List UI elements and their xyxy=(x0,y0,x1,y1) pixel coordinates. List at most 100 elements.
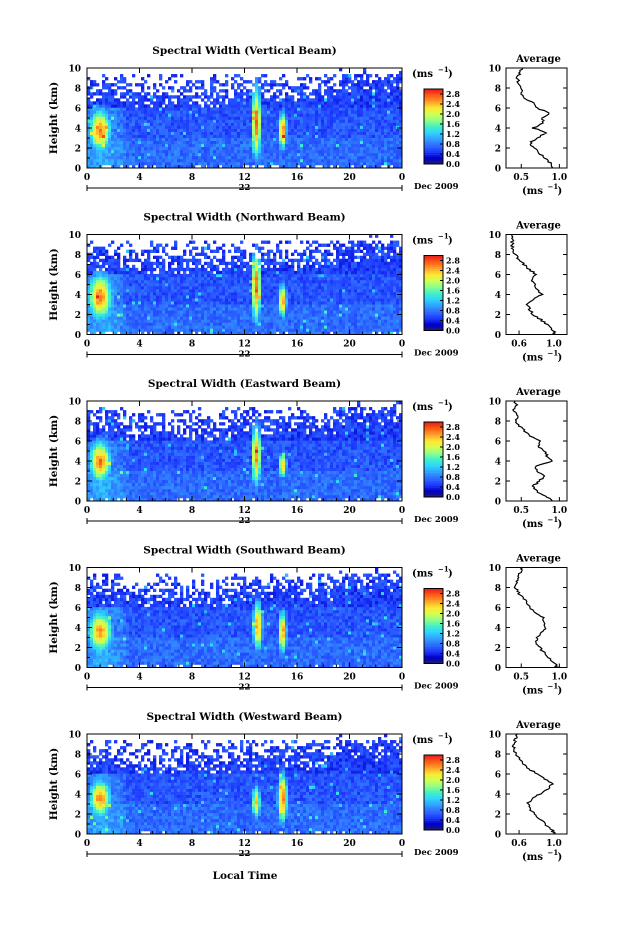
heatmap-cell xyxy=(231,243,235,247)
heatmap-cell xyxy=(390,143,394,148)
heatmap-cell xyxy=(183,128,187,132)
heatmap-cell xyxy=(267,252,271,257)
heatmap-cell xyxy=(270,276,274,281)
heatmap-cell xyxy=(237,155,241,160)
heatmap-cell xyxy=(117,128,121,132)
heatmap-cell xyxy=(183,137,187,142)
heatmap-cell xyxy=(267,155,271,160)
heatmap-cell xyxy=(279,295,283,299)
heatmap-cell xyxy=(240,77,244,81)
heatmap-cell xyxy=(162,267,166,272)
heatmap-cell xyxy=(171,119,175,123)
heatmap-cell xyxy=(321,119,325,123)
heatmap-cell xyxy=(219,110,223,114)
heatmap-cell xyxy=(318,282,322,287)
heatmap-cell xyxy=(159,122,163,126)
heatmap-cell xyxy=(372,98,376,102)
heatmap-cell xyxy=(111,140,115,145)
heatmap-cell xyxy=(99,325,103,329)
heatmap-cell xyxy=(195,301,199,305)
heatmap-cell xyxy=(210,298,214,302)
heatmap-cell xyxy=(186,328,190,332)
heatmap-cell xyxy=(87,158,91,163)
heatmap-cell xyxy=(300,155,304,160)
heatmap-cell xyxy=(237,331,241,335)
heatmap-cell xyxy=(213,289,217,293)
heatmap-cell xyxy=(99,101,103,105)
heatmap-cell xyxy=(123,161,127,166)
heatmap-cell xyxy=(93,258,97,263)
heatmap-cell xyxy=(279,310,283,314)
heatmap-cell xyxy=(354,104,358,108)
heatmap-cell xyxy=(369,95,373,99)
heatmap-cell xyxy=(366,110,370,114)
heatmap-cell xyxy=(291,134,295,138)
heatmap-cell xyxy=(177,295,181,299)
heatmap-cell xyxy=(228,270,232,275)
heatmap-cell xyxy=(174,325,178,329)
heatmap-cell xyxy=(276,328,280,332)
heatmap-cell xyxy=(390,134,394,138)
heatmap-cell xyxy=(150,101,154,105)
heatmap-cell xyxy=(129,152,133,157)
heatmap-cell xyxy=(267,304,271,308)
heatmap-cell xyxy=(114,155,118,160)
heatmap-cell xyxy=(105,161,109,166)
heatmap-cell xyxy=(228,307,232,311)
heatmap-cell xyxy=(123,279,127,284)
heatmap-cell xyxy=(195,295,199,299)
heatmap-cell xyxy=(219,131,223,135)
heatmap-cell xyxy=(279,116,283,120)
heatmap-cell xyxy=(387,104,391,108)
heatmap-cell xyxy=(105,313,109,317)
heatmap-cell xyxy=(369,164,373,169)
heatmap-cell xyxy=(246,152,250,157)
heatmap-cell xyxy=(249,134,253,138)
heatmap-cell xyxy=(207,261,211,266)
heatmap-cell xyxy=(267,255,271,260)
heatmap-cell xyxy=(315,319,319,323)
heatmap-cell xyxy=(111,131,115,135)
heatmap-cell xyxy=(102,273,106,278)
heatmap-cell xyxy=(303,301,307,305)
heatmap-cell xyxy=(279,125,283,129)
heatmap-cell xyxy=(93,282,97,287)
heatmap-cell xyxy=(210,304,214,308)
heatmap-cell xyxy=(168,292,172,296)
heatmap-cell xyxy=(315,282,319,287)
heatmap-cell xyxy=(237,246,241,250)
heatmap-cell xyxy=(243,158,247,163)
heatmap-cell xyxy=(201,267,205,272)
heatmap-cell xyxy=(108,143,112,148)
heatmap-cell xyxy=(231,270,235,275)
average-y-tick-label: 0 xyxy=(495,165,501,175)
heatmap-cell xyxy=(147,255,151,260)
heatmap-cell xyxy=(111,161,115,166)
heatmap-cell xyxy=(147,134,151,138)
heatmap-cell xyxy=(114,292,118,296)
heatmap-cell xyxy=(255,155,259,160)
heatmap-cell xyxy=(186,258,190,263)
heatmap-cell xyxy=(243,107,247,111)
heatmap-cell xyxy=(177,316,181,320)
heatmap-cell xyxy=(369,161,373,166)
heatmap-cell xyxy=(321,158,325,163)
heatmap-cell xyxy=(174,110,178,114)
heatmap-cell xyxy=(279,122,283,126)
heatmap-cell xyxy=(90,128,94,132)
heatmap-cell xyxy=(150,295,154,299)
heatmap-cell xyxy=(165,131,169,135)
heatmap-cell xyxy=(228,273,232,278)
heatmap-cell xyxy=(318,328,322,332)
heatmap-cell xyxy=(135,116,139,120)
heatmap-cell xyxy=(237,304,241,308)
heatmap-cell xyxy=(222,267,226,272)
heatmap-cell xyxy=(297,264,301,269)
heatmap-cell xyxy=(303,249,307,253)
heatmap-cell xyxy=(108,298,112,302)
heatmap-cell xyxy=(240,89,244,93)
heatmap-cell xyxy=(249,152,253,157)
heatmap-cell xyxy=(288,279,292,284)
heatmap-cell xyxy=(183,279,187,284)
heatmap-cell xyxy=(387,122,391,126)
